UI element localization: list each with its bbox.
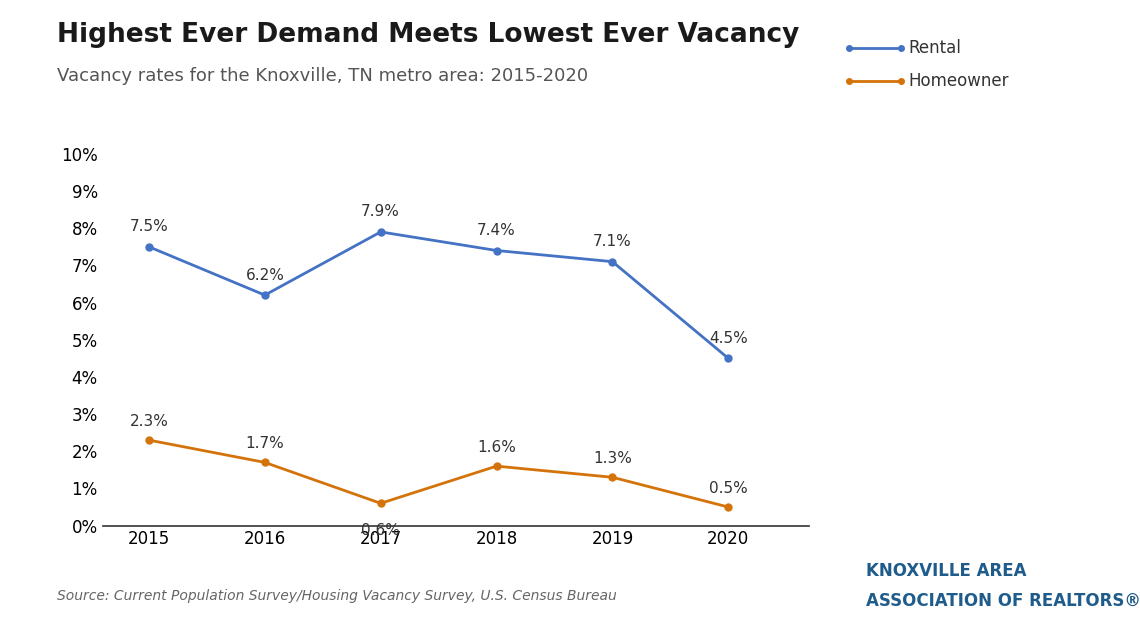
Text: 0.5%: 0.5% bbox=[709, 481, 748, 496]
Text: Source: Current Population Survey/Housing Vacancy Survey, U.S. Census Bureau: Source: Current Population Survey/Housin… bbox=[57, 588, 617, 603]
Text: 1.3%: 1.3% bbox=[593, 451, 632, 466]
Text: 4.5%: 4.5% bbox=[709, 331, 748, 345]
Text: Rental: Rental bbox=[909, 39, 961, 57]
Text: ASSOCIATION OF REALTORS®: ASSOCIATION OF REALTORS® bbox=[866, 592, 1140, 610]
Text: 2.3%: 2.3% bbox=[130, 414, 169, 429]
Text: 7.5%: 7.5% bbox=[130, 219, 169, 234]
Text: Homeowner: Homeowner bbox=[909, 72, 1009, 90]
Text: KNOXVILLE AREA: KNOXVILLE AREA bbox=[866, 562, 1027, 580]
Text: 0.6%: 0.6% bbox=[361, 523, 400, 538]
Text: 6.2%: 6.2% bbox=[245, 267, 284, 283]
Text: Vacancy rates for the Knoxville, TN metro area: 2015-2020: Vacancy rates for the Knoxville, TN metr… bbox=[57, 67, 588, 85]
Text: Highest Ever Demand Meets Lowest Ever Vacancy: Highest Ever Demand Meets Lowest Ever Va… bbox=[57, 22, 799, 49]
Text: 7.4%: 7.4% bbox=[478, 223, 516, 238]
Text: 7.1%: 7.1% bbox=[593, 234, 632, 249]
Text: 1.6%: 1.6% bbox=[478, 440, 516, 455]
Text: 1.7%: 1.7% bbox=[245, 437, 284, 451]
Text: 7.9%: 7.9% bbox=[361, 204, 400, 219]
